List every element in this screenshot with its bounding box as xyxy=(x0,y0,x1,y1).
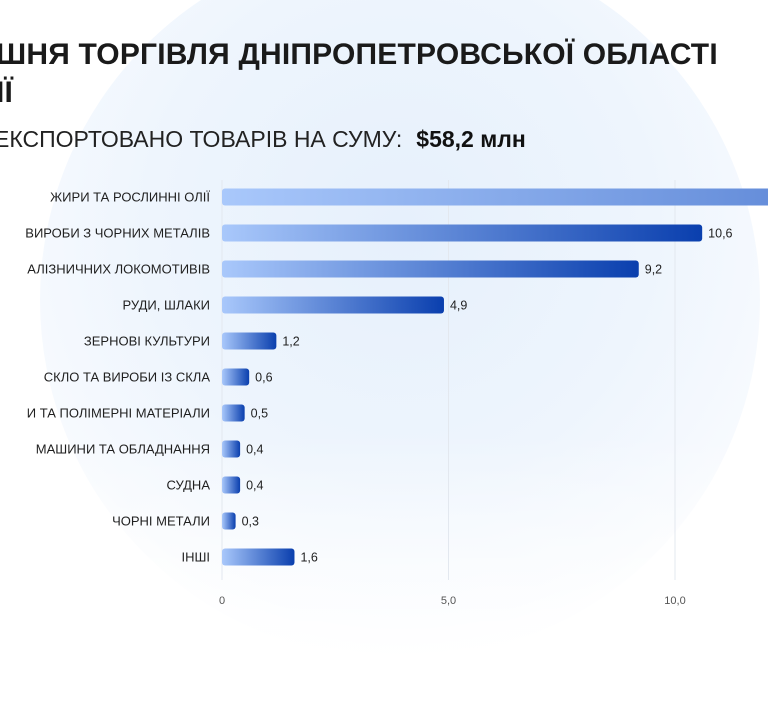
bar xyxy=(222,260,639,278)
category-label: АЛІЗНИЧНИХ ЛОКОМОТИВІВ xyxy=(27,262,210,277)
value-label: 0,6 xyxy=(255,371,272,385)
category-label: ІНШІ xyxy=(181,550,210,565)
bar xyxy=(222,188,768,206)
bar xyxy=(222,404,245,422)
bar xyxy=(222,224,703,242)
bar xyxy=(222,296,444,314)
value-label: 0,4 xyxy=(246,443,263,457)
bar xyxy=(222,512,236,530)
category-label: РУДИ, ШЛАКИ xyxy=(123,298,210,313)
page-title: ШНЯ ТОРГІВЛЯ ДНІПРОПЕТРОВСЬКОЇ ОБЛАСТІ І… xyxy=(0,36,718,112)
value-label: 4,9 xyxy=(450,299,467,313)
value-label: 0,5 xyxy=(251,407,268,421)
title-line-2: ІЇ xyxy=(0,76,14,109)
export-total-value: $58,2 млн xyxy=(416,126,526,152)
x-tick-label: 10,0 xyxy=(664,595,685,607)
export-total: ЕКСПОРТОВАНО ТОВАРІВ НА СУМУ: $58,2 млн xyxy=(0,126,526,153)
bar xyxy=(222,440,241,458)
export-total-label: ЕКСПОРТОВАНО ТОВАРІВ НА СУМУ: xyxy=(0,126,403,152)
x-tick-label: 5,0 xyxy=(441,595,456,607)
category-label: МАШИНИ ТА ОБЛАДНАННЯ xyxy=(36,442,210,457)
category-label: ВИРОБИ З ЧОРНИХ МЕТАЛІВ xyxy=(25,226,210,241)
bar xyxy=(222,368,250,386)
category-label: СУДНА xyxy=(167,478,211,493)
category-label: СКЛО ТА ВИРОБИ ІЗ СКЛА xyxy=(44,370,211,385)
value-label: 1,6 xyxy=(300,551,317,565)
x-tick-label: 0 xyxy=(219,595,225,607)
category-label: ЧОРНІ МЕТАЛИ xyxy=(112,514,210,529)
value-label: 0,4 xyxy=(246,479,263,493)
category-label: ЖИРИ ТА РОСЛИННІ ОЛІЇ xyxy=(50,190,210,205)
bar xyxy=(222,332,277,350)
value-label: 1,2 xyxy=(282,335,299,349)
value-label: 10,6 xyxy=(708,227,732,241)
category-label: И ТА ПОЛІМЕРНІ МАТЕРІАЛИ xyxy=(27,406,210,421)
bar xyxy=(222,476,241,494)
bar xyxy=(222,548,295,566)
value-label: 9,2 xyxy=(645,263,662,277)
title-line-1: ШНЯ ТОРГІВЛЯ ДНІПРОПЕТРОВСЬКОЇ ОБЛАСТІ xyxy=(0,38,718,71)
category-label: ЗЕРНОВІ КУЛЬТУРИ xyxy=(84,334,210,349)
value-label: 0,3 xyxy=(242,515,259,529)
